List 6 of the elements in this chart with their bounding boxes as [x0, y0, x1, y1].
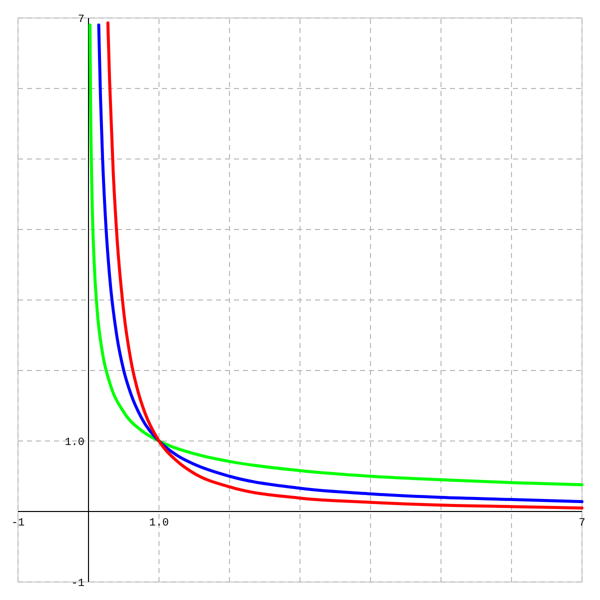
y-tick-label: 7 — [78, 14, 84, 26]
y-tick-label: 1.0 — [64, 436, 84, 449]
x-tick-label: -1 — [11, 518, 25, 530]
x-tick-label: 1.0 — [149, 518, 169, 530]
y-tick-label: -1 — [71, 578, 85, 590]
x-tick-label: 7 — [578, 518, 586, 530]
